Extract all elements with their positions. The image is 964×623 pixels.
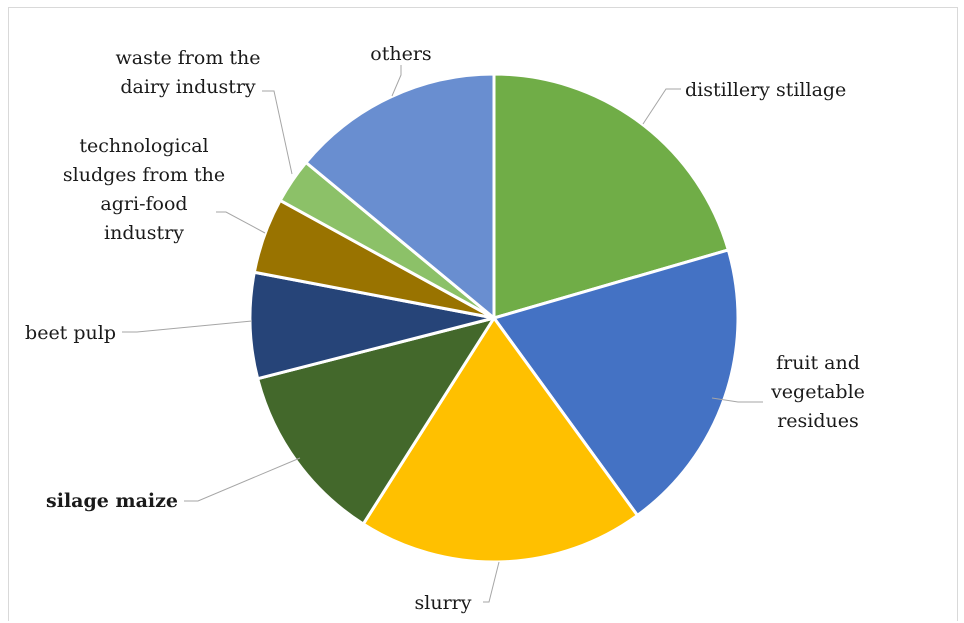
slice-label: waste from the dairy industry [116,47,261,98]
pie-slice-beet-pulp [248,270,496,381]
slice-labels: distillery stillage fruit and vegetable res… [25,43,865,614]
pie-slice-silage-maize [256,316,496,526]
slice-label: silage maize [46,490,178,512]
pie-slices [248,72,740,564]
pie-slice-slurry [361,316,639,564]
slice-label: others [370,43,431,65]
slice-label: fruit and vegetable residues [770,352,865,432]
leader-line [184,457,301,502]
slice-label: distillery stillage [685,79,846,101]
leader-line [262,90,293,175]
chart-frame [8,7,958,621]
slice-label: slurry [415,592,472,614]
pie-slice-distillery-stillage [492,72,730,320]
slice-label: technological sludges from the agri-food in… [63,135,225,244]
slice-label: beet pulp [25,322,116,344]
pie-slice-others [304,72,496,320]
leader-line [216,211,266,234]
leader-line [711,397,763,403]
leader-lines [122,65,763,603]
pie-slice-fruit-and-vegetable-residues [492,248,740,517]
leader-line [483,561,500,603]
leader-line [642,88,681,125]
leader-line [391,65,402,97]
leader-line [122,320,253,333]
